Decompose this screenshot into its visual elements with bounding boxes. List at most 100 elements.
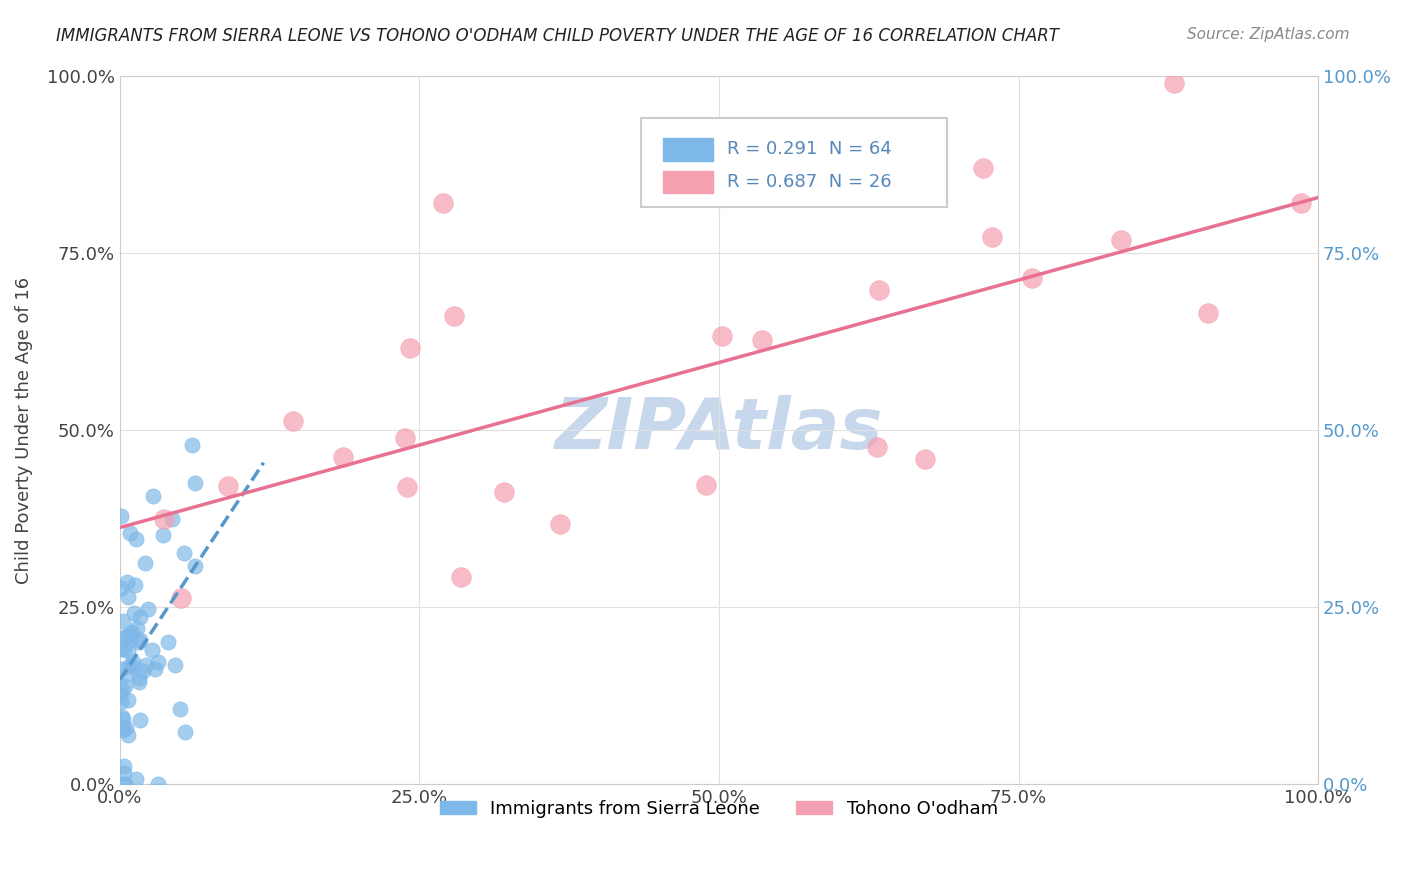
Point	[160, 512, 183, 526]
Point	[129, 610, 152, 624]
Point	[118, 627, 141, 641]
Point	[135, 658, 157, 673]
Text: R = 0.687  N = 26: R = 0.687 N = 26	[727, 173, 891, 191]
Point	[181, 438, 204, 452]
Point	[115, 721, 138, 735]
Point	[550, 517, 572, 532]
Point	[111, 681, 134, 696]
Point	[163, 658, 186, 673]
Point	[112, 759, 135, 773]
Point	[1021, 270, 1043, 285]
Point	[170, 591, 193, 606]
Point	[695, 478, 717, 492]
Point	[124, 578, 146, 592]
Point	[866, 440, 889, 454]
Point	[432, 196, 454, 211]
Point	[121, 624, 143, 639]
Point	[124, 606, 146, 620]
Point	[443, 309, 465, 323]
Point	[972, 161, 994, 175]
FancyBboxPatch shape	[662, 138, 713, 161]
Point	[711, 328, 734, 343]
Point	[134, 557, 156, 571]
Point	[108, 642, 131, 657]
Point	[152, 527, 174, 541]
Point	[129, 633, 152, 648]
Legend: Immigrants from Sierra Leone, Tohono O'odham: Immigrants from Sierra Leone, Tohono O'o…	[433, 793, 1005, 825]
Point	[145, 663, 167, 677]
Point	[283, 414, 305, 428]
FancyBboxPatch shape	[641, 118, 946, 207]
Point	[117, 728, 139, 742]
Point	[115, 629, 138, 643]
Point	[1109, 233, 1132, 247]
Point	[128, 635, 150, 649]
Point	[111, 712, 134, 726]
Point	[398, 341, 420, 355]
Point	[117, 591, 139, 605]
Point	[141, 643, 163, 657]
Point	[110, 582, 132, 596]
Point	[112, 766, 135, 780]
Point	[110, 688, 132, 702]
Text: R = 0.291  N = 64: R = 0.291 N = 64	[727, 140, 891, 158]
Point	[494, 484, 516, 499]
Point	[128, 671, 150, 685]
Point	[184, 476, 207, 491]
Point	[112, 614, 135, 628]
Point	[120, 633, 142, 648]
Point	[125, 532, 148, 546]
Point	[124, 772, 146, 787]
Y-axis label: Child Poverty Under the Age of 16: Child Poverty Under the Age of 16	[15, 277, 32, 583]
Point	[115, 574, 138, 589]
Point	[110, 662, 132, 676]
Point	[118, 659, 141, 673]
Point	[1163, 76, 1185, 90]
Point	[115, 667, 138, 681]
Point	[112, 723, 135, 738]
Point	[111, 721, 134, 735]
Point	[184, 559, 207, 574]
Point	[142, 489, 165, 503]
Point	[1197, 306, 1219, 320]
Point	[981, 230, 1004, 244]
Point	[121, 659, 143, 673]
Point	[1289, 195, 1312, 210]
Point	[148, 655, 170, 669]
Point	[117, 692, 139, 706]
Text: Source: ZipAtlas.com: Source: ZipAtlas.com	[1187, 27, 1350, 42]
Point	[450, 570, 472, 584]
Point	[332, 450, 354, 464]
Text: IMMIGRANTS FROM SIERRA LEONE VS TOHONO O'ODHAM CHILD POVERTY UNDER THE AGE OF 16: IMMIGRANTS FROM SIERRA LEONE VS TOHONO O…	[56, 27, 1059, 45]
Point	[117, 643, 139, 657]
Point	[394, 431, 416, 445]
Point	[110, 509, 132, 524]
Point	[153, 512, 176, 526]
Point	[169, 702, 191, 716]
Point	[173, 546, 195, 560]
Point	[217, 479, 239, 493]
Point	[110, 695, 132, 709]
Point	[112, 777, 135, 791]
Point	[136, 601, 159, 615]
Point	[118, 525, 141, 540]
FancyBboxPatch shape	[662, 170, 713, 194]
Point	[868, 283, 890, 297]
Point	[114, 777, 136, 791]
Point	[112, 642, 135, 657]
Point	[122, 655, 145, 669]
Point	[914, 451, 936, 466]
Point	[751, 333, 773, 347]
Point	[111, 710, 134, 724]
Point	[173, 725, 195, 739]
Point	[125, 621, 148, 635]
Point	[128, 674, 150, 689]
Text: ZIPAtlas: ZIPAtlas	[555, 395, 883, 465]
Point	[128, 713, 150, 727]
Point	[157, 635, 180, 649]
Point	[114, 630, 136, 644]
Point	[132, 665, 155, 679]
Point	[395, 480, 418, 494]
Point	[114, 679, 136, 693]
Point	[146, 777, 169, 791]
